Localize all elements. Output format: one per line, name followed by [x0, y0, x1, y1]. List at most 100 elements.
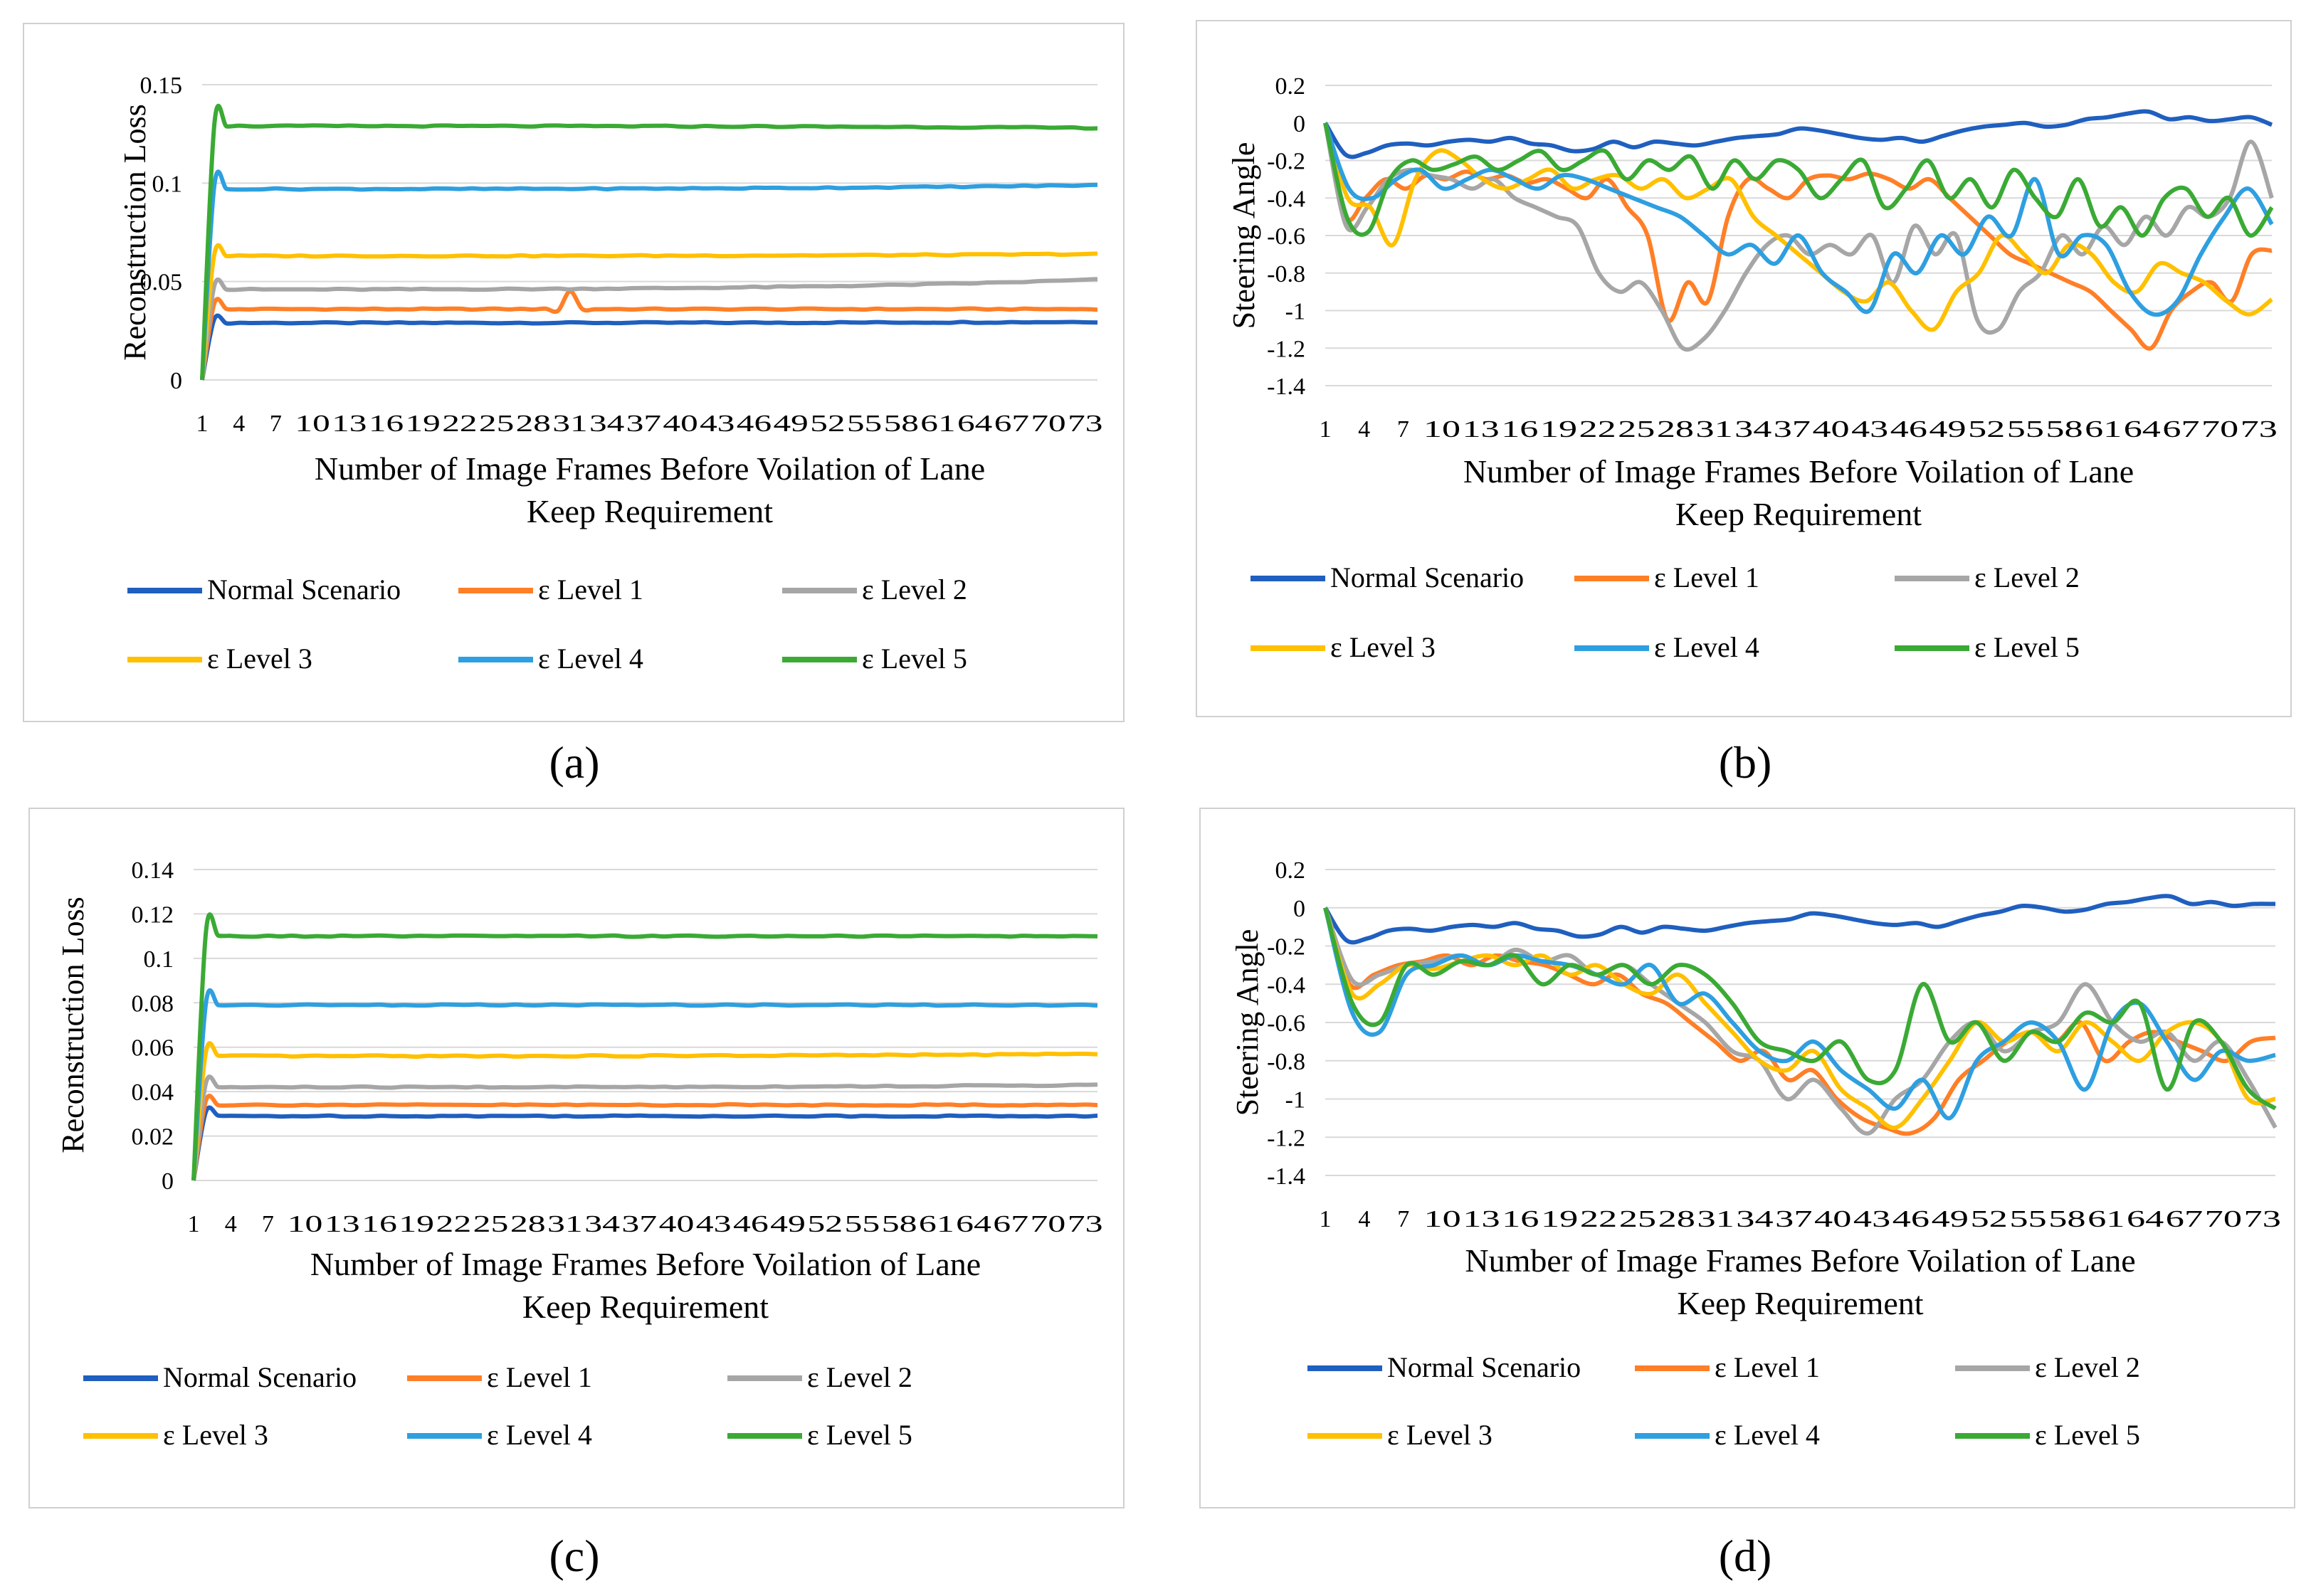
x-tick-label-d-9: 28 — [1658, 1206, 1695, 1232]
x-tick-label-c-21: 64 — [956, 1211, 991, 1237]
legend-label-a-3: ε Level 3 — [207, 643, 312, 675]
y-tick-label-c-2: 0.04 — [132, 1079, 174, 1106]
x-tick-label-b-22: 67 — [2162, 416, 2199, 443]
x-tick-label-c-22: 67 — [993, 1211, 1028, 1237]
y-tick-label-c-0: 0 — [162, 1168, 174, 1195]
y-tick-label-c-3: 0.06 — [132, 1035, 174, 1062]
y-tick-label-b-1: 0 — [1293, 111, 1305, 137]
x-tick-label-d-12: 37 — [1775, 1206, 1812, 1232]
x-tick-label-b-23: 70 — [2201, 416, 2238, 443]
x-tick-label-a-4: 13 — [332, 411, 367, 437]
x-tick-label-a-1: 4 — [233, 411, 245, 437]
x-tick-label-a-11: 34 — [589, 411, 624, 437]
legend-label-c-2: ε Level 2 — [807, 1361, 912, 1393]
x-tick-label-a-20: 61 — [920, 411, 955, 437]
x-tick-label-c-15: 46 — [733, 1211, 769, 1237]
chart-panel-c: 0 0.02 0.04 0.06 0.08 0.1 0.12 0.14 1 4 7 10 13 16 19 2… — [28, 808, 1125, 1508]
x-tick-label-d-20: 61 — [2087, 1206, 2125, 1232]
y-tick-label-d-0: 0.2 — [1275, 857, 1306, 884]
x-tick-label-d-16: 49 — [1932, 1206, 1969, 1232]
legend-label-d-4: ε Level 4 — [1715, 1419, 1820, 1451]
legend-label-c-3: ε Level 3 — [163, 1419, 268, 1451]
x-tick-label-d-15: 46 — [1892, 1206, 1929, 1232]
x-axis-label-line2-c: Keep Requirement — [522, 1289, 769, 1325]
y-tick-label-d-3: -0.4 — [1267, 972, 1305, 998]
y-axis-label-d: Steering Angle — [1230, 929, 1265, 1116]
series-line-c-3 — [191, 1041, 1098, 1181]
x-tick-label-a-5: 16 — [369, 411, 404, 437]
x-tick-label-d-7: 22 — [1580, 1206, 1617, 1232]
series-line-d-5 — [1323, 907, 2277, 1111]
x-tick-label-b-12: 37 — [1774, 416, 1811, 443]
x-tick-label-b-2: 7 — [1397, 416, 1409, 443]
x-tick-label-c-11: 34 — [584, 1211, 620, 1237]
x-tick-label-b-9: 28 — [1657, 416, 1694, 443]
series-line-d-1 — [1323, 907, 2276, 1136]
x-axis-label-line1-d: Number of Image Frames Before Voilation … — [1465, 1242, 2135, 1279]
y-tick-label-c-1: 0.02 — [132, 1124, 174, 1151]
x-axis-label-line2-a: Keep Requirement — [527, 493, 773, 529]
series-line-d-3 — [1323, 907, 2276, 1130]
y-tick-label-d-6: -1 — [1285, 1087, 1305, 1114]
legend-label-a-1: ε Level 1 — [538, 574, 643, 606]
y-tick-label-a-2: 0.1 — [152, 171, 183, 197]
x-tick-label-b-6: 19 — [1540, 416, 1577, 443]
x-tick-label-b-0: 1 — [1320, 416, 1332, 443]
x-tick-label-a-10: 31 — [552, 411, 587, 437]
x-axis-label-line1-c: Number of Image Frames Before Voilation … — [310, 1246, 981, 1282]
x-tick-label-c-8: 25 — [473, 1211, 509, 1237]
x-tick-label-a-3: 10 — [295, 411, 330, 437]
series-line-b-4 — [1323, 122, 2274, 317]
series-line-a-0 — [200, 313, 1098, 381]
x-tick-label-b-1: 4 — [1358, 416, 1370, 443]
x-tick-label-a-9: 28 — [516, 411, 551, 437]
y-tick-label-b-2: -0.2 — [1267, 149, 1305, 175]
x-tick-label-d-8: 25 — [1619, 1206, 1656, 1232]
y-tick-label-b-8: -1.4 — [1267, 374, 1305, 400]
series-line-b-0 — [1323, 109, 2273, 159]
x-tick-label-a-8: 25 — [479, 411, 514, 437]
x-tick-label-a-6: 19 — [406, 411, 441, 437]
x-tick-label-a-24: 73 — [1068, 411, 1102, 437]
legend-label-d-3: ε Level 3 — [1387, 1419, 1492, 1451]
y-axis-label-a: Reconstruction Loss — [117, 104, 152, 361]
x-tick-label-d-5: 16 — [1502, 1206, 1539, 1232]
chart-panel-b: 0.2 0 -0.2 -0.4 -0.6 -0.8 -1 -1.2 -1.4 1 4 7 10 13 16 1… — [1196, 20, 2292, 717]
x-tick-label-c-13: 40 — [659, 1211, 695, 1237]
y-tick-label-b-7: -1.2 — [1267, 336, 1305, 362]
legend-label-c-0: Normal Scenario — [163, 1361, 357, 1393]
legend-label-b-0: Normal Scenario — [1330, 561, 1524, 593]
x-tick-label-c-17: 52 — [807, 1211, 843, 1237]
series-line-c-4 — [191, 988, 1098, 1181]
x-tick-label-c-1: 4 — [225, 1211, 237, 1237]
series-line-a-5 — [200, 103, 1098, 381]
x-tick-label-a-16: 49 — [774, 411, 809, 437]
x-tick-label-d-11: 34 — [1736, 1206, 1773, 1232]
x-tick-label-a-7: 22 — [442, 411, 477, 437]
y-tick-label-d-4: -0.6 — [1267, 1010, 1305, 1037]
legend-label-c-1: ε Level 1 — [487, 1361, 592, 1393]
x-tick-label-d-24: 73 — [2244, 1206, 2281, 1232]
x-tick-label-b-11: 34 — [1734, 416, 1771, 443]
x-tick-label-d-23: 70 — [2205, 1206, 2242, 1232]
legend-label-c-4: ε Level 4 — [487, 1419, 592, 1451]
x-tick-label-b-7: 22 — [1579, 416, 1616, 443]
x-tick-label-b-18: 55 — [2007, 416, 2044, 443]
x-tick-label-d-2: 7 — [1397, 1206, 1409, 1232]
x-tick-label-b-14: 43 — [1851, 416, 1888, 443]
x-tick-label-c-4: 13 — [325, 1211, 360, 1237]
x-tick-label-a-19: 58 — [884, 411, 919, 437]
y-tick-label-c-7: 0.14 — [132, 857, 174, 884]
x-axis-label-line1-a: Number of Image Frames Before Voilation … — [315, 450, 985, 487]
x-tick-label-d-13: 40 — [1814, 1206, 1851, 1232]
series-line-b-2 — [1323, 122, 2274, 352]
x-tick-label-a-0: 1 — [196, 411, 209, 437]
series-line-c-0 — [191, 1105, 1098, 1181]
x-tick-label-b-17: 52 — [1968, 416, 2005, 443]
y-tick-label-b-4: -0.6 — [1267, 223, 1305, 250]
x-tick-label-c-12: 37 — [621, 1211, 657, 1237]
chart-svg-c: 00.020.040.060.080.10.120.141 4 7 10 13 16 19 2… — [56, 857, 1102, 1451]
chart-svg-b: 0.2 0 -0.2 -0.4 -0.6 -0.8 -1 -1.2 -1.4 1 4 7 10 13 16 1… — [1226, 73, 2278, 663]
x-tick-label-c-19: 58 — [882, 1211, 917, 1237]
x-tick-label-d-14: 43 — [1853, 1206, 1890, 1232]
